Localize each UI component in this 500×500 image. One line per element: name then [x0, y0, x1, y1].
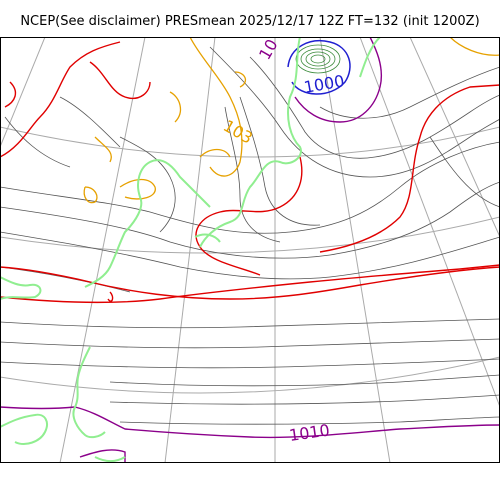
thin-isobars	[0, 46, 500, 425]
map-title: NCEP(See disclaimer) PRESmean 2025/12/17…	[20, 14, 480, 29]
isobar-1030	[83, 37, 500, 204]
isobar-1020	[0, 41, 500, 304]
low-centre	[295, 44, 341, 74]
pressure-map: 1000 1010 103 10	[0, 37, 500, 463]
coastline	[0, 37, 381, 463]
isobar-1000	[287, 40, 351, 95]
